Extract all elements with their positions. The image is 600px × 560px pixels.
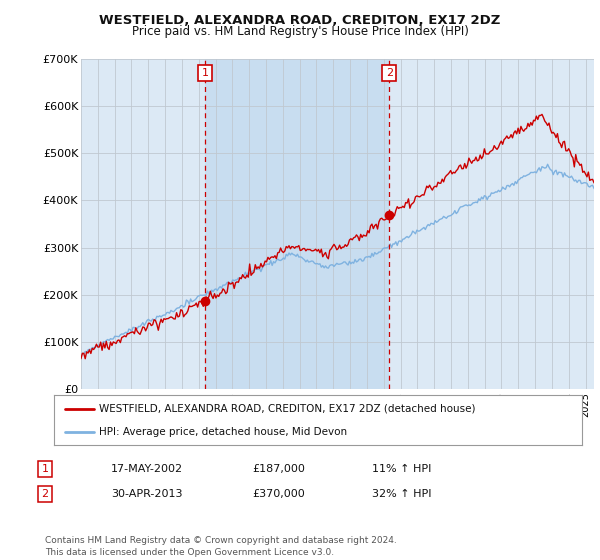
Text: 1: 1 <box>41 464 49 474</box>
Text: 11% ↑ HPI: 11% ↑ HPI <box>372 464 431 474</box>
Bar <box>205 59 389 389</box>
Text: WESTFIELD, ALEXANDRA ROAD, CREDITON, EX17 2DZ (detached house): WESTFIELD, ALEXANDRA ROAD, CREDITON, EX1… <box>99 404 475 414</box>
Text: 1: 1 <box>202 68 209 78</box>
Text: £187,000: £187,000 <box>252 464 305 474</box>
Text: £370,000: £370,000 <box>252 489 305 499</box>
Text: 30-APR-2013: 30-APR-2013 <box>111 489 182 499</box>
Text: WESTFIELD, ALEXANDRA ROAD, CREDITON, EX17 2DZ: WESTFIELD, ALEXANDRA ROAD, CREDITON, EX1… <box>100 14 500 27</box>
Text: 2: 2 <box>41 489 49 499</box>
Text: HPI: Average price, detached house, Mid Devon: HPI: Average price, detached house, Mid … <box>99 427 347 437</box>
Text: 17-MAY-2002: 17-MAY-2002 <box>111 464 183 474</box>
Text: Contains HM Land Registry data © Crown copyright and database right 2024.
This d: Contains HM Land Registry data © Crown c… <box>45 536 397 557</box>
Text: 32% ↑ HPI: 32% ↑ HPI <box>372 489 431 499</box>
Text: 2: 2 <box>386 68 393 78</box>
Text: Price paid vs. HM Land Registry's House Price Index (HPI): Price paid vs. HM Land Registry's House … <box>131 25 469 38</box>
